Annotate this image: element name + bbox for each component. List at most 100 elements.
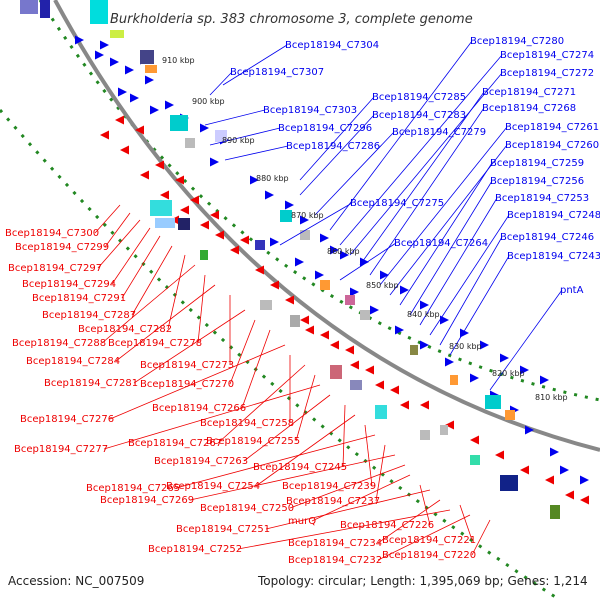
forward-leader-line: [349, 72, 503, 256]
forward-gene-arrow: [118, 87, 127, 97]
reverse-gene-arrow: [495, 450, 504, 460]
reverse-gene-label: Bcep18194_C7220: [382, 550, 476, 561]
reverse-gene-label: Bcep18194_C7270: [140, 379, 234, 390]
reverse-gene-arrow: [215, 230, 224, 240]
tick-label: 820 kbp: [492, 369, 525, 378]
feature-block: [485, 395, 501, 409]
forward-leader-line: [222, 44, 288, 86]
accession-text: Accession: NC_007509: [8, 574, 145, 588]
forward-gene-arrow: [330, 245, 339, 255]
reverse-gene-arrow: [155, 160, 164, 170]
reverse-leader-line: [101, 264, 196, 344]
forward-gene-label: Bcep18194_C7307: [230, 67, 324, 78]
forward-gene-arrow: [395, 325, 404, 335]
reverse-gene-arrow: [345, 345, 354, 355]
forward-gene-arrow: [420, 300, 429, 310]
reverse-gene-label: Bcep18194_C7281: [44, 378, 138, 389]
forward-gene-arrow: [560, 465, 569, 475]
reverse-leader-line: [133, 309, 246, 384]
forward-gene-label: Bcep18194_C7275: [350, 198, 444, 209]
forward-leader-line: [359, 91, 485, 266]
reverse-gene-label: Bcep18194_C7252: [148, 544, 242, 555]
reverse-gene-arrow: [545, 475, 554, 485]
forward-gene-arrow: [210, 157, 219, 167]
reverse-gene-arrow: [200, 220, 209, 230]
feature-block: [155, 218, 175, 228]
tick-label: 850 kbp: [366, 281, 399, 290]
forward-gene-label: Bcep18194_C7286: [286, 141, 380, 152]
reverse-gene-label: Bcep18194_C7287: [42, 310, 136, 321]
forward-leader-line: [399, 162, 493, 306]
reverse-gene-arrow: [305, 325, 314, 335]
feature-block: [140, 50, 154, 64]
forward-gene-labels: Bcep18194_C7304 Bcep18194_C7307 Bcep18194_…: [230, 36, 600, 296]
forward-leader-line: [209, 71, 233, 96]
reverse-gene-labels: Bcep18194_C7300 Bcep18194_C7299 Bcep18194_…: [5, 228, 476, 566]
reverse-gene-arrow: [190, 195, 199, 205]
reverse-gene-arrow: [285, 295, 294, 305]
feature-block: [345, 295, 355, 305]
reverse-leader-line: [104, 212, 131, 248]
tick-label: 880 kbp: [256, 174, 289, 183]
forward-gene-arrow: [110, 57, 119, 67]
reverse-gene-arrow: [320, 330, 329, 340]
reverse-gene-label: Bcep18194_C7254: [166, 481, 260, 492]
forward-gene-arrow: [550, 447, 559, 457]
reverse-leader-line: [295, 374, 316, 442]
reverse-leader-line: [311, 474, 411, 522]
tick-label: 910 kbp: [162, 56, 195, 65]
reverse-gene-label: Bcep18194_C7239: [282, 481, 376, 492]
reverse-leader-line: [255, 414, 356, 487]
feature-block: [440, 425, 448, 435]
feature-block: [505, 410, 515, 420]
reverse-gene-arrow: [365, 365, 374, 375]
reverse-gene-label: Bcep18194_C7297: [8, 263, 102, 274]
forward-leader-line: [449, 255, 510, 356]
feature-block: [410, 345, 418, 355]
outer-dotted-ring: [38, 0, 600, 402]
tick-label: 810 kbp: [535, 393, 568, 402]
reverse-gene-label: Bcep18194_C7221: [382, 535, 476, 546]
forward-gene-arrow: [525, 425, 534, 435]
gene-features: [20, 0, 589, 519]
reverse-gene-arrow: [240, 235, 249, 245]
forward-leader-line: [299, 96, 375, 181]
forward-gene-label: Bcep18194_C7264: [394, 238, 488, 249]
forward-gene-label: Bcep18194_C7279: [392, 127, 486, 138]
tick-label: 890 kbp: [222, 136, 255, 145]
forward-gene-arrow: [470, 373, 479, 383]
forward-leader-line: [489, 289, 563, 391]
reverse-leader-line: [131, 245, 173, 316]
forward-leader-line: [224, 145, 289, 161]
reverse-gene-label: Bcep18194_C7232: [288, 555, 382, 566]
forward-gene-arrow: [250, 175, 259, 185]
forward-gene-arrow: [460, 328, 469, 338]
reverse-leader-line: [237, 509, 451, 550]
reverse-gene-arrow: [120, 145, 129, 155]
feature-block: [215, 130, 227, 142]
forward-gene-label: Bcep18194_C7285: [372, 92, 466, 103]
reverse-gene-label: Bcep18194_C7263: [154, 456, 248, 467]
reverse-gene-label: Bcep18194_C7277: [14, 444, 108, 455]
forward-gene-arrow: [125, 65, 134, 75]
reverse-gene-label: Bcep18194_C7288: [12, 338, 106, 349]
reverse-gene-arrow: [100, 130, 109, 140]
forward-gene-arrow: [400, 285, 409, 295]
reverse-leader-line: [375, 444, 386, 502]
reverse-leader-line: [459, 504, 473, 541]
tick-label: 900 kbp: [192, 97, 225, 106]
reverse-gene-arrow: [390, 385, 399, 395]
reverse-gene-label: Bcep18194_C7282: [78, 324, 172, 335]
feature-block: [290, 315, 300, 327]
forward-gene-arrow: [130, 93, 139, 103]
reverse-leader-line: [229, 319, 256, 385]
forward-gene-label: Bcep18194_C7246: [500, 232, 594, 243]
reverse-gene-arrow: [420, 400, 429, 410]
reverse-gene-arrow: [175, 175, 184, 185]
forward-leader-line: [409, 180, 493, 316]
forward-gene-arrow: [165, 100, 174, 110]
feature-block: [500, 475, 518, 491]
forward-gene-arrow: [440, 315, 449, 325]
reverse-leader-line: [189, 454, 396, 501]
